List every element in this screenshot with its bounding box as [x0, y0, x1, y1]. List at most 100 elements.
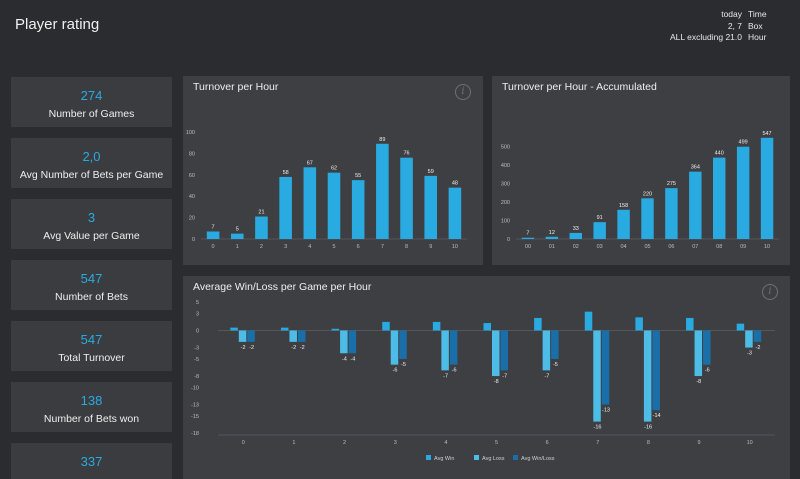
data-label: 275	[667, 181, 676, 187]
bar	[255, 216, 268, 239]
x-tick-label: 09	[740, 244, 746, 250]
kpi-value: 274	[80, 88, 103, 103]
bar	[569, 232, 582, 239]
data-label: -4	[342, 356, 347, 362]
kpi-card-avg-value-per-game[interactable]: 3 Avg Value per Game	[11, 199, 172, 249]
x-tick-label: 08	[716, 244, 722, 250]
data-label: -16	[594, 425, 602, 431]
x-tick-label: 3	[394, 440, 397, 446]
legend-entry: Avg Win	[434, 456, 454, 462]
bar-avg-win	[483, 323, 491, 331]
x-tick-label: 5	[332, 244, 335, 250]
legend-entry: Avg Loss	[482, 456, 505, 462]
kpi-label: Avg Value per Game	[43, 230, 140, 242]
x-tick-label: 5	[495, 440, 498, 446]
kpi-label: Number of Games	[48, 108, 135, 120]
x-tick-label: 9	[698, 440, 701, 446]
y-tick-label: 80	[189, 151, 195, 157]
data-label: 7	[212, 225, 215, 231]
data-label: -2	[241, 345, 246, 351]
filter-row-hour[interactable]: ALL excluding 21.0 Hour	[670, 32, 770, 44]
data-label: -8	[494, 379, 499, 385]
chart-title: Turnover per Hour	[193, 81, 279, 93]
kpi-card-number-of-bets[interactable]: 547 Number of Bets	[11, 260, 172, 310]
y-tick-label: 60	[189, 173, 195, 179]
bar	[736, 146, 750, 239]
filter-row-box[interactable]: 2, 7 Box	[670, 21, 770, 33]
x-tick-label: 01	[549, 244, 555, 250]
bar-avg-win	[635, 317, 643, 331]
data-label: -3	[747, 351, 752, 357]
x-tick-label: 07	[692, 244, 698, 250]
filter-label: Time	[748, 9, 767, 19]
bar	[545, 236, 559, 239]
bar	[448, 187, 462, 239]
turnover-accumulated-chart: 0 100 200 300 400 500 7 00 12 01 33 02 91 03 158 04 220 0…	[501, 131, 779, 250]
bar-avg-loss	[492, 330, 500, 377]
bar	[760, 137, 774, 239]
bar-avg-win-loss	[297, 330, 306, 342]
y-tick-label: -10	[191, 385, 199, 391]
y-tick-label: -18	[191, 431, 199, 437]
info-icon[interactable]: i	[455, 84, 471, 100]
data-label: 440	[715, 151, 724, 157]
x-tick-label: 10	[452, 244, 458, 250]
bar-avg-win	[230, 327, 238, 331]
y-tick-label: 400	[501, 163, 510, 169]
data-label: -6	[705, 368, 710, 374]
data-label: -6	[452, 368, 457, 374]
data-label: 7	[526, 231, 529, 237]
filter-value: today	[721, 9, 742, 19]
kpi-card-number-of-games[interactable]: 274 Number of Games	[11, 77, 172, 127]
legend-swatch	[513, 455, 518, 460]
y-tick-label: 0	[192, 237, 195, 243]
kpi-card-avg-bets-per-game[interactable]: 2,0 Avg Number of Bets per Game	[11, 138, 172, 188]
filter-row-time[interactable]: today Time	[670, 9, 770, 21]
data-label: -5	[553, 362, 558, 368]
data-label: 59	[428, 169, 434, 175]
chart-title: Average Win/Loss per Game per Hour	[193, 281, 372, 293]
data-label: 76	[403, 151, 409, 157]
y-tick-label: 300	[501, 182, 510, 188]
kpi-card-partial[interactable]: 337	[11, 443, 172, 479]
bar	[351, 180, 365, 239]
x-tick-label: 3	[284, 244, 287, 250]
data-label: -2	[249, 345, 254, 351]
filter-summary: today Time 2, 7 Box ALL excluding 21.0 H…	[670, 9, 770, 44]
bar	[206, 231, 220, 239]
data-label: 547	[762, 131, 771, 137]
x-tick-label: 6	[546, 440, 549, 446]
y-tick-label: 0	[196, 328, 199, 334]
data-label: -2	[755, 345, 760, 351]
x-tick-label: 7	[381, 244, 384, 250]
bar-avg-win	[736, 323, 745, 331]
data-label: -6	[393, 368, 398, 374]
kpi-label: Total Turnover	[58, 352, 125, 364]
bar-avg-win-loss	[449, 330, 458, 365]
kpi-value: 3	[87, 210, 96, 225]
kpi-value: 547	[80, 332, 103, 347]
data-label: -5	[401, 362, 406, 368]
y-tick-label: 100	[186, 130, 195, 136]
bar-avg-win-loss	[399, 330, 407, 359]
info-icon[interactable]: i	[762, 284, 778, 300]
legend-entry: Avg Win/Loss	[521, 456, 555, 462]
data-label: -8	[696, 379, 701, 385]
kpi-card-number-of-bets-won[interactable]: 138 Number of Bets won	[11, 382, 172, 432]
y-tick-label: 5	[196, 300, 199, 306]
x-tick-label: 04	[621, 244, 627, 250]
data-label: 364	[691, 165, 700, 171]
bar-avg-win-loss	[348, 330, 357, 354]
kpi-card-total-turnover[interactable]: 547 Total Turnover	[11, 321, 172, 371]
filter-value: 2, 7	[727, 20, 742, 31]
x-tick-label: 0	[242, 440, 245, 446]
data-label: 67	[307, 160, 313, 166]
y-tick-label: -5	[194, 357, 199, 363]
kpi-label: Avg Number of Bets per Game	[19, 169, 164, 181]
avg-win-loss-chart: 530-3-5-8-10-13-15-18-2 -20-2 -21-4 -42-6-5…	[191, 300, 775, 462]
bar-avg-loss	[238, 330, 247, 342]
bar-avg-win-loss	[703, 330, 711, 365]
bar-avg-win-loss	[551, 330, 559, 359]
data-label: 89	[379, 137, 385, 143]
data-label: 5	[236, 227, 239, 233]
